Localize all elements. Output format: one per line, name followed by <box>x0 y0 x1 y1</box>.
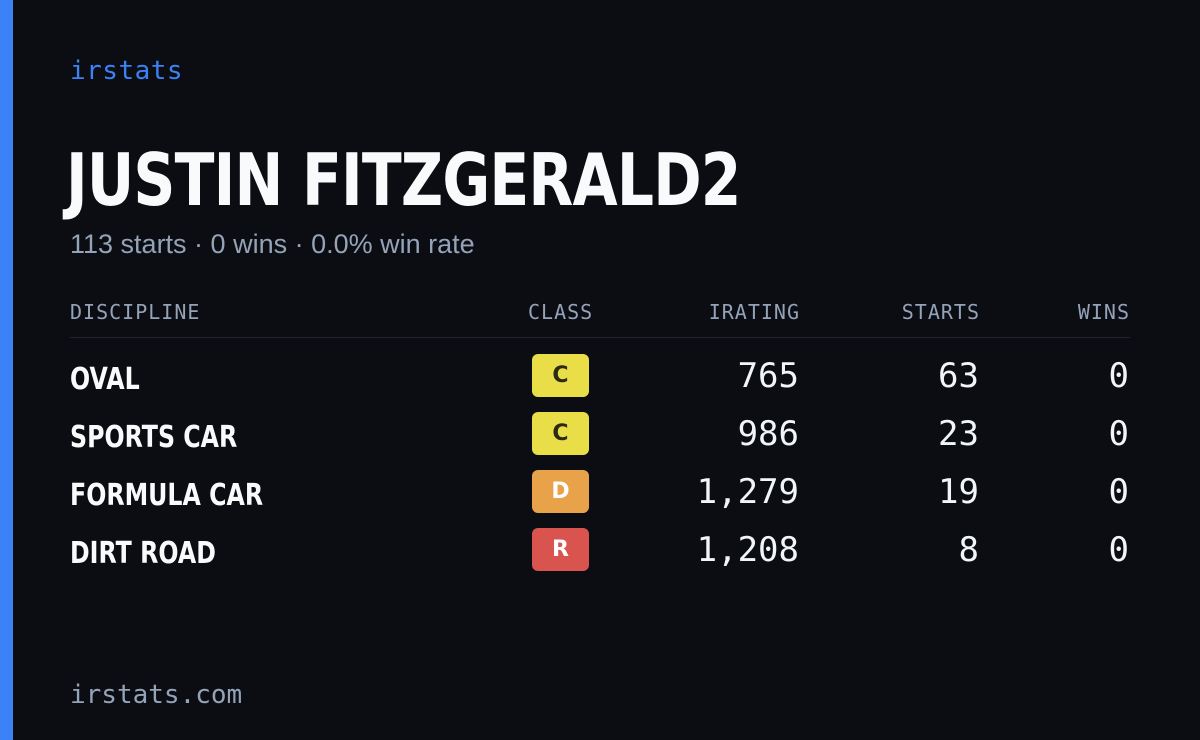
table-row: FORMULA CAR D 1,279 19 0 <box>70 470 1130 526</box>
discipline-name: FORMULA CAR <box>70 478 264 513</box>
class-badge: R <box>532 528 589 571</box>
wins-value: 0 <box>1108 472 1129 512</box>
brand-logo[interactable]: irstats <box>70 56 184 86</box>
table-row: SPORTS CAR C 986 23 0 <box>70 412 1130 468</box>
irating-value: 765 <box>737 356 799 396</box>
accent-bar <box>0 0 13 740</box>
irating-value: 1,279 <box>696 472 799 512</box>
irating-value: 1,208 <box>696 530 799 570</box>
starts-value: 63 <box>938 356 979 396</box>
header-discipline: DISCIPLINE <box>70 300 201 324</box>
footer-url[interactable]: irstats.com <box>70 680 243 710</box>
discipline-name: OVAL <box>70 362 140 397</box>
class-badge: C <box>532 412 589 455</box>
wins-value: 0 <box>1108 530 1129 570</box>
header-irating: IRATING <box>708 300 800 324</box>
class-badge: C <box>532 354 589 397</box>
discipline-name: DIRT ROAD <box>70 536 216 571</box>
table-row: DIRT ROAD R 1,208 8 0 <box>70 528 1130 584</box>
starts-value: 19 <box>938 472 979 512</box>
header-class: CLASS <box>528 300 594 324</box>
table-header: DISCIPLINE CLASS IRATING STARTS WINS <box>70 300 1130 338</box>
header-wins: WINS <box>1077 300 1130 324</box>
starts-value: 8 <box>958 530 979 570</box>
driver-name: JUSTIN FITZGERALD2 <box>66 138 741 222</box>
header-starts: STARTS <box>901 300 980 324</box>
class-badge: D <box>532 470 589 513</box>
wins-value: 0 <box>1108 356 1129 396</box>
driver-summary: 113 starts · 0 wins · 0.0% win rate <box>70 229 475 259</box>
irating-value: 986 <box>737 414 799 454</box>
starts-value: 23 <box>938 414 979 454</box>
discipline-name: SPORTS CAR <box>70 420 238 455</box>
wins-value: 0 <box>1108 414 1129 454</box>
table-row: OVAL C 765 63 0 <box>70 354 1130 410</box>
